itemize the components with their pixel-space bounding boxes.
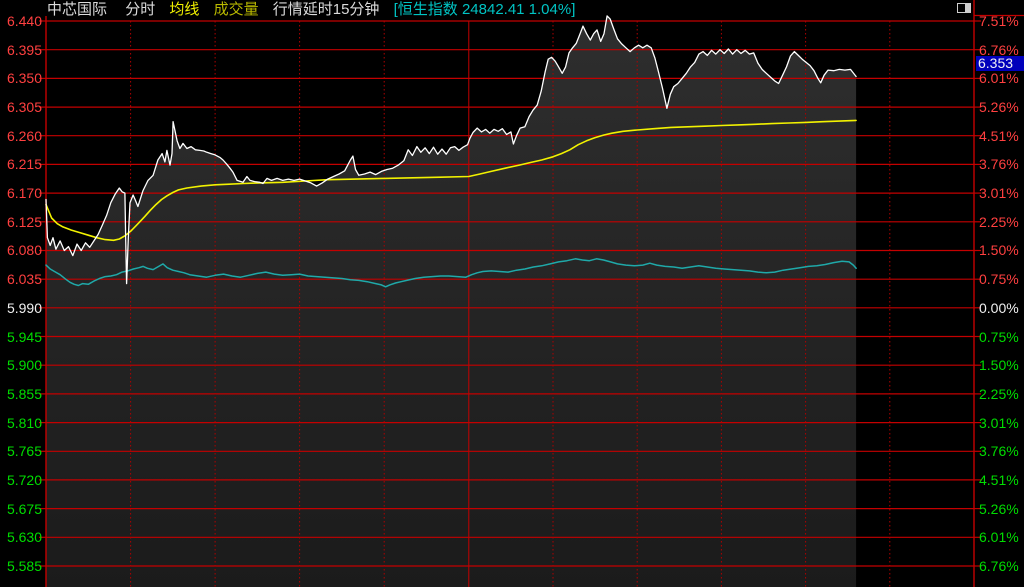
price-tick-label: 5.585 xyxy=(6,558,42,574)
pct-tick-label: 6.01% xyxy=(979,70,1019,86)
price-tick-label: 5.855 xyxy=(6,386,42,402)
price-tick-label: 6.170 xyxy=(6,185,42,201)
delay-notice: 行情延时15分钟 xyxy=(272,1,380,18)
panel-toggle-fill xyxy=(965,4,970,12)
pct-tick-label: 2.25% xyxy=(979,214,1019,230)
price-tick-label: 6.080 xyxy=(6,242,42,258)
price-tick-label: 5.765 xyxy=(6,443,42,459)
price-tick-label: 5.630 xyxy=(6,529,42,545)
pct-tick-label: 4.51% xyxy=(979,472,1019,488)
pct-tick-label: 2.25% xyxy=(979,386,1019,402)
price-tick-label: 5.810 xyxy=(6,415,42,431)
avg-price-line xyxy=(45,119,857,242)
pct-tick-label: 5.26% xyxy=(979,99,1019,115)
price-tick-label: 5.900 xyxy=(6,357,42,373)
price-tick-label: 5.720 xyxy=(6,472,42,488)
pct-tick-label: 7.51% xyxy=(979,13,1019,29)
price-tick-label: 5.675 xyxy=(6,501,42,517)
pct-tick-label: 6.76% xyxy=(979,42,1019,58)
pct-tick-label: 1.50% xyxy=(979,242,1019,258)
price-tick-label: 6.440 xyxy=(6,13,42,29)
pct-tick-label: 3.01% xyxy=(979,185,1019,201)
price-tick-label: 6.215 xyxy=(6,156,42,172)
stock-name: 中芯国际 xyxy=(47,1,108,18)
price-tick-label: 5.945 xyxy=(6,329,42,345)
price-tick-label: 6.125 xyxy=(6,214,42,230)
price-tick-label: 6.305 xyxy=(6,99,42,115)
hang-seng-index-line xyxy=(45,258,857,288)
pct-tick-label: 5.26% xyxy=(979,501,1019,517)
pct-tick-label: 6.01% xyxy=(979,529,1019,545)
volume-toggle[interactable]: 成交量 xyxy=(213,1,259,18)
pct-tick-label: 3.76% xyxy=(979,443,1019,459)
price-line xyxy=(45,15,857,285)
price-tick-label: 6.035 xyxy=(6,271,42,287)
pct-tick-label: 3.01% xyxy=(979,415,1019,431)
price-tick-label: 5.990 xyxy=(6,300,42,316)
index-ticker[interactable]: [恒生指数 24842.41 1.04%] xyxy=(393,1,576,18)
price-tick-label: 6.260 xyxy=(6,128,42,144)
pct-tick-label: 6.76% xyxy=(979,558,1019,574)
pct-tick-label: 4.51% xyxy=(979,128,1019,144)
pct-tick-label: 0.00% xyxy=(979,300,1019,316)
pct-tick-label: 3.76% xyxy=(979,156,1019,172)
last-price-badge: 6.353 xyxy=(976,56,1024,71)
price-area-fill xyxy=(46,15,857,587)
pct-tick-label: 0.75% xyxy=(979,329,1019,345)
panel-toggle-icon[interactable] xyxy=(957,3,971,13)
price-tick-label: 6.350 xyxy=(6,70,42,86)
tab-intraday[interactable]: 分时 xyxy=(125,1,156,18)
chart-header: 中芯国际 分时 均线 成交量 行情延时15分钟 [恒生指数 24842.41 1… xyxy=(47,1,575,18)
ma-toggle[interactable]: 均线 xyxy=(169,1,200,18)
price-tick-label: 6.395 xyxy=(6,42,42,58)
pct-tick-label: 0.75% xyxy=(979,271,1019,287)
pct-tick-label: 1.50% xyxy=(979,357,1019,373)
